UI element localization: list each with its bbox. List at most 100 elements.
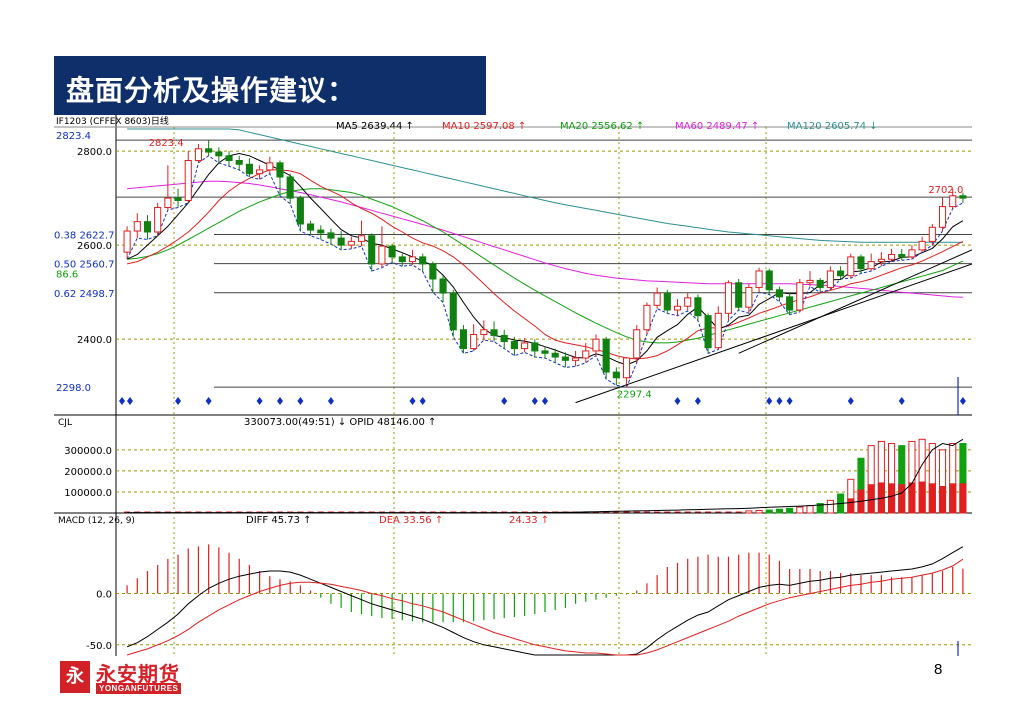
candle-body [154, 207, 162, 233]
candle-body [480, 329, 488, 335]
price-annotations: 2823.4 2297.4 2702.0 [149, 138, 964, 400]
slide-title-bar: 盘面分析及操作建议： [54, 56, 486, 116]
volume-bar [745, 510, 753, 514]
candle-body [867, 261, 875, 270]
low-envelope-line [126, 155, 964, 388]
candle-body [357, 235, 366, 242]
candle-body [521, 342, 529, 350]
volume-bar-fill [959, 483, 967, 514]
candle-body [235, 160, 243, 165]
candle-body [714, 312, 722, 349]
candle-body [205, 148, 213, 153]
candle-body [184, 160, 192, 201]
signal-marker [531, 397, 538, 405]
volume-bar [765, 509, 773, 514]
candle-body [337, 237, 345, 246]
candle-body [378, 245, 386, 265]
candle-body [918, 240, 926, 251]
macd-dea-label: DEA 33.56 ↑ [379, 515, 443, 526]
support-trendline-2 [738, 249, 972, 354]
signal-marker [297, 397, 304, 405]
support-trendline [575, 263, 972, 404]
candle-body [449, 292, 457, 331]
price-tick-label: 2800.0 [77, 147, 112, 158]
candle-body [959, 195, 967, 199]
candle-body [735, 282, 743, 308]
candle-body [643, 304, 651, 331]
signal-marker [959, 397, 966, 405]
macd-diff-label: DIFF 45.73 ↑ [246, 515, 312, 526]
signal-marker [419, 397, 426, 405]
price-tick-label: 2600.0 [77, 241, 112, 252]
candle-body [938, 206, 947, 228]
candle-body [663, 292, 671, 311]
candle-body [419, 256, 427, 265]
candle-body [765, 270, 773, 291]
candle-body [143, 221, 152, 233]
macd-tick-label: 0.0 [96, 590, 112, 601]
fib-level-label: 0.50 2560.7 [54, 260, 114, 271]
candle-body [123, 230, 131, 253]
open-interest-line [127, 438, 964, 514]
candle-body [490, 329, 498, 336]
macd-series [126, 544, 964, 656]
fib-level-label: 0.62 2498.7 [54, 289, 114, 300]
signal-marker [205, 397, 212, 405]
volume-bar-fill [918, 481, 926, 514]
signal-marker [898, 397, 905, 405]
signal-marker [327, 397, 334, 405]
signal-marker [847, 397, 854, 405]
volume-bar [775, 508, 783, 514]
volume-bar-fill [949, 483, 957, 514]
candle-body [551, 352, 559, 358]
fib-extra-label: 86.6 [56, 269, 78, 280]
candle-body [877, 258, 885, 263]
candle-body [225, 155, 233, 162]
candle-body [673, 305, 682, 311]
candle-body [694, 297, 702, 317]
candle-body [256, 169, 264, 175]
trendlines [575, 249, 972, 404]
candle-body [408, 256, 417, 263]
ma-legend-item: MA20 2556.62 ↑ [560, 121, 644, 132]
macd-label: MACD (12, 26, 9) [58, 516, 135, 526]
signal-marker [501, 397, 508, 405]
logo-name-en: YONGANFUTURES [96, 683, 182, 694]
ma-legend: MA5 2639.44 ↑ MA10 2597.08 ↑ MA20 2556.62 … [336, 121, 878, 132]
candle-body [898, 254, 906, 258]
volume-bar-fill [867, 484, 875, 514]
symbol-label: IF1203 (CFFEX 8603)日线 [56, 115, 169, 127]
volume-bar [755, 509, 763, 514]
macd-hist-label: 24.33 ↑ [509, 515, 549, 526]
candle-body [602, 338, 610, 373]
signal-markers [119, 397, 966, 405]
candle-body [684, 297, 692, 307]
volume-bar-fill [887, 483, 896, 514]
candle-body [857, 256, 865, 270]
candle-body [541, 350, 549, 354]
ma-legend-item: MA5 2639.44 ↑ [336, 121, 414, 132]
signal-marker [119, 397, 125, 405]
candle-body [215, 151, 223, 157]
price-annotation: 2702.0 [928, 185, 963, 196]
candle-body [439, 278, 447, 294]
volume-bar [796, 506, 804, 514]
candle-body [592, 338, 600, 352]
signal-marker [409, 397, 416, 405]
candle-body [133, 221, 141, 232]
signal-marker [542, 397, 548, 405]
volume-bar [806, 505, 814, 514]
candle-body [775, 289, 783, 298]
candle-body [806, 279, 814, 284]
ma20-line [127, 188, 964, 344]
ma-legend-item: MA10 2597.08 ↑ [442, 121, 526, 132]
candle-body [816, 279, 824, 288]
candle-body [286, 176, 294, 199]
candle-body [847, 256, 855, 277]
volume-axis: 300000.0 200000.0 100000.0 [64, 446, 112, 499]
candle-body [398, 256, 406, 263]
candle-body [582, 350, 590, 359]
candle-body [633, 329, 641, 359]
futures-chart: IF1203 (CFFEX 8603)日线 MA5 2639.44 ↑ MA10 … [54, 115, 972, 656]
candle-body [459, 329, 468, 350]
